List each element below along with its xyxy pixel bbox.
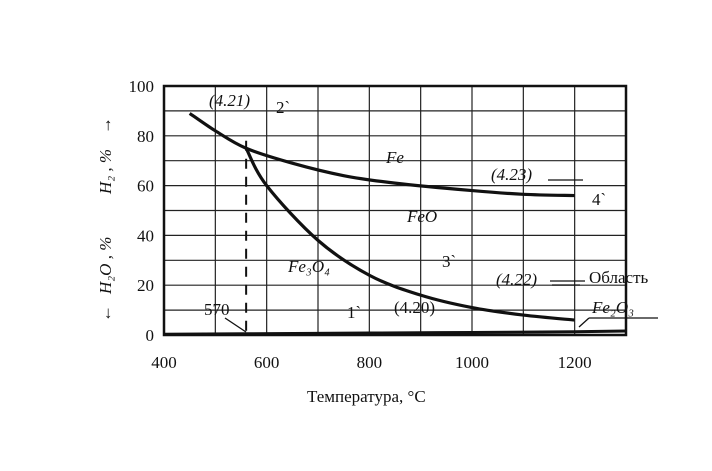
- x-tick-label: 1200: [558, 353, 592, 372]
- x-axis-label: Температура, °C: [307, 387, 426, 406]
- y-axis-label-group: ← H₂O , % H₂ , % →: [96, 117, 115, 322]
- series-line-3: [163, 329, 627, 336]
- series-line-1: [188, 112, 575, 198]
- annotation-fe3o4: Fe₃O₄: [287, 257, 330, 276]
- annotation-4: 4`: [592, 190, 606, 209]
- annotation-eq-4-20: (4.20): [394, 298, 435, 317]
- y-tick-label: 20: [137, 276, 154, 295]
- annotation-oblast: Область: [589, 268, 649, 287]
- y-tick-label: 80: [137, 127, 154, 146]
- y-axis-label-h2: H₂ , %: [96, 149, 115, 195]
- annotation-leaders: [224, 179, 658, 333]
- x-tick-label: 400: [151, 353, 177, 372]
- series-line-2: [244, 147, 575, 322]
- tick-labels: 400 600 800 1000 1200 0 20 40 60 80 100: [129, 77, 592, 372]
- annotation-fe: Fe: [385, 148, 404, 167]
- annotation-3: 3`: [442, 252, 456, 271]
- y-tick-label: 40: [137, 226, 154, 245]
- y-axis-label-h2o: H₂O , %: [96, 237, 115, 295]
- y-tick-label: 60: [137, 177, 154, 196]
- annotation-eq-4-22: (4.22): [496, 270, 537, 289]
- y-tick-label: 0: [146, 326, 155, 345]
- annotation-eq-4-23: (4.23): [491, 165, 532, 184]
- annotation-feo: FeO: [406, 207, 437, 226]
- grid-lines: [164, 86, 626, 335]
- x-tick-label: 600: [254, 353, 280, 372]
- y-tick-label: 100: [129, 77, 155, 96]
- annotation-eq-4-21: (4.21): [209, 91, 250, 110]
- x-tick-label: 1000: [455, 353, 489, 372]
- annotation-570: 570: [204, 300, 230, 319]
- y-axis-arrow-down: ←: [96, 305, 115, 322]
- annotation-2: 2`: [276, 98, 290, 117]
- plot-frame: [162, 84, 628, 337]
- series-lines: [163, 112, 627, 336]
- x-tick-label: 800: [357, 353, 383, 372]
- annotation-fe2o3: Fe₂O₃: [591, 298, 634, 317]
- annotation-1: 1`: [347, 303, 361, 322]
- y-axis-arrow-up: →: [96, 117, 115, 134]
